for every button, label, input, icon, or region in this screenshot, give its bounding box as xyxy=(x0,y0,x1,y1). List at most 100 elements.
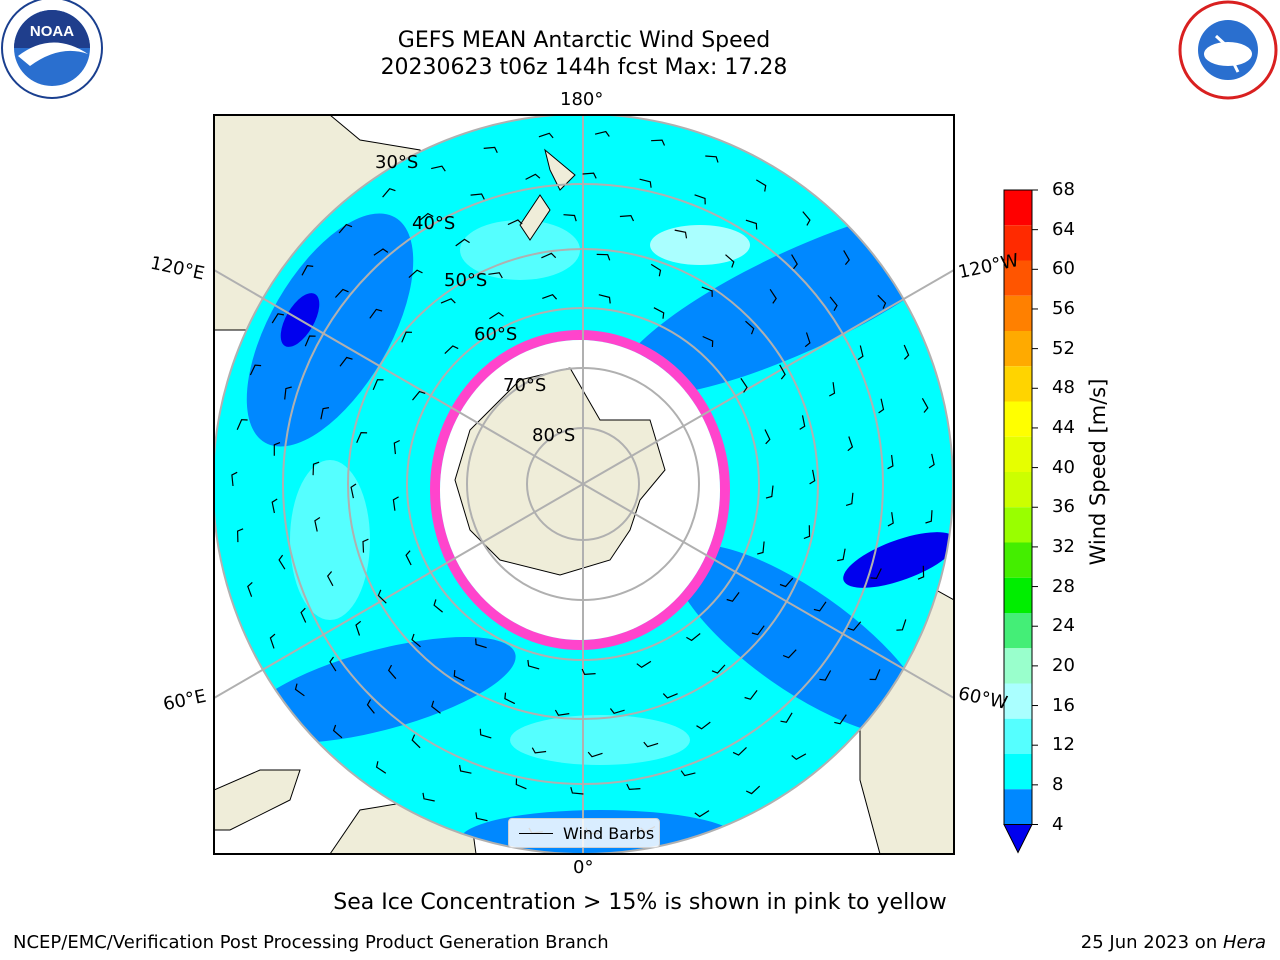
wind-barb xyxy=(609,708,625,714)
wind-barb xyxy=(887,512,894,527)
wind-barb xyxy=(791,753,807,761)
wind-barb xyxy=(701,286,713,297)
wind-barb xyxy=(459,764,472,774)
wind-barb xyxy=(711,664,726,674)
wind-barb xyxy=(329,656,337,672)
wind-barb xyxy=(273,442,281,456)
wind-barb xyxy=(419,212,434,222)
footer-date: 25 Jun 2023 on Hera xyxy=(1081,932,1266,953)
wind-barb xyxy=(694,194,706,205)
wind-barb xyxy=(779,577,794,588)
wind-barb xyxy=(312,461,320,476)
wind-barb xyxy=(369,308,383,319)
wind-barb xyxy=(338,223,353,234)
wind-barb xyxy=(483,146,498,154)
wind-barb xyxy=(639,178,652,188)
lat-label-50s: 50°S xyxy=(444,270,488,291)
wind-barb xyxy=(887,454,894,470)
wind-barb xyxy=(845,492,854,506)
wind-barb xyxy=(515,778,527,790)
wind-barb xyxy=(594,130,610,137)
chart-subtitle: 20230623 t06z 144h fcst Max: 17.28 xyxy=(380,55,788,80)
wind-barb xyxy=(236,419,248,431)
wind-barb xyxy=(686,633,701,642)
colorbar-tick-label: 68 xyxy=(1052,179,1075,200)
wind-barb xyxy=(757,541,765,555)
wind-barb xyxy=(350,483,357,499)
wind-barb xyxy=(925,510,933,524)
wind-barb xyxy=(475,638,487,649)
wind-barb xyxy=(764,429,771,445)
colorbar-tick-label: 8 xyxy=(1052,773,1064,795)
wind-barb xyxy=(563,214,577,222)
nws-logo xyxy=(1178,0,1278,100)
colorbar-swatch xyxy=(1004,401,1032,437)
wind-barb xyxy=(412,390,426,401)
wind-barb xyxy=(726,592,740,602)
wind-barb xyxy=(921,398,929,413)
wind-barb xyxy=(387,664,397,680)
wind-barb xyxy=(271,313,285,324)
wind-barb xyxy=(278,554,286,570)
colorbar-tick-label: 40 xyxy=(1052,456,1075,478)
wind-barb xyxy=(744,690,758,700)
wind-barb xyxy=(488,272,503,279)
wind-barb xyxy=(582,172,597,179)
wind-barb xyxy=(284,386,292,400)
wind-barb xyxy=(837,548,846,562)
colorbar-swatch xyxy=(1004,683,1032,719)
wind-barb xyxy=(504,692,516,705)
wind-barb xyxy=(304,335,316,347)
wind-barb xyxy=(791,254,798,270)
colorbar-swatch xyxy=(1004,507,1032,543)
wind-barb xyxy=(570,787,584,795)
wind-barb xyxy=(231,471,238,487)
new-zealand-land xyxy=(519,148,576,241)
wind-barb xyxy=(375,761,387,774)
wind-barb xyxy=(525,173,541,180)
wind-barb xyxy=(928,453,935,469)
wind-barb xyxy=(745,320,755,335)
wind-barb xyxy=(662,693,678,699)
wind-barb xyxy=(829,296,838,311)
wind-barb xyxy=(650,263,662,277)
colorbar-swatch xyxy=(1004,648,1032,684)
caption: Sea Ice Concentration > 15% is shown in … xyxy=(333,890,947,915)
colorbar-tick-label: 12 xyxy=(1052,734,1075,756)
colorbar-swatch xyxy=(1004,225,1032,261)
wind-barb xyxy=(878,398,885,414)
wind-barb xyxy=(725,254,735,268)
wind-barb xyxy=(745,219,758,230)
wind-barb xyxy=(702,335,714,348)
wind-barb xyxy=(799,415,806,430)
wind-barb xyxy=(527,659,540,670)
wind-barb xyxy=(393,439,400,455)
wind-barb xyxy=(857,345,864,361)
wind-barb xyxy=(411,633,421,648)
wind-barb xyxy=(479,728,492,739)
wind-barb xyxy=(581,668,596,676)
wind-barb xyxy=(829,382,836,397)
footer-machine: Hera xyxy=(1222,932,1266,953)
lat-label-60s: 60°S xyxy=(474,324,518,345)
wind-barb xyxy=(531,747,547,754)
wind-barb-legend-line xyxy=(519,832,553,834)
colorbar-swatch xyxy=(1004,577,1032,613)
colorbar-swatch xyxy=(1004,542,1032,578)
colorbar-label: Wind Speed [m/s] xyxy=(1086,378,1110,566)
colorbar-tick-label: 28 xyxy=(1052,575,1075,597)
colorbar-tick-label: 16 xyxy=(1052,694,1075,716)
lat-label-80s: 80°S xyxy=(532,425,576,446)
wind-barb xyxy=(356,431,368,443)
colorbar-tick-label: 36 xyxy=(1052,496,1075,518)
wind-barb xyxy=(339,356,353,367)
wind-barb xyxy=(362,538,369,553)
wind-barb xyxy=(355,620,362,636)
wind-barb xyxy=(507,219,523,226)
colorbar-swatch xyxy=(1004,472,1032,508)
wind-barb xyxy=(869,669,881,681)
wind-barb xyxy=(444,345,459,355)
wind-barb xyxy=(834,714,847,725)
lon-label-0: 0° xyxy=(573,857,594,878)
